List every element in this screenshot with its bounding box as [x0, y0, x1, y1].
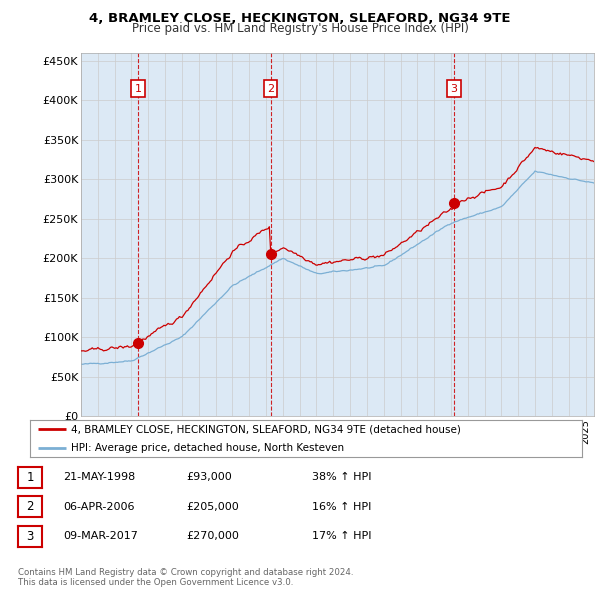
Text: 2: 2 [267, 84, 274, 94]
Text: 4, BRAMLEY CLOSE, HECKINGTON, SLEAFORD, NG34 9TE: 4, BRAMLEY CLOSE, HECKINGTON, SLEAFORD, … [89, 12, 511, 25]
Text: 1: 1 [134, 84, 142, 94]
Text: 06-APR-2006: 06-APR-2006 [63, 502, 134, 512]
Text: £93,000: £93,000 [186, 473, 232, 482]
Text: £270,000: £270,000 [186, 532, 239, 541]
Text: 16% ↑ HPI: 16% ↑ HPI [312, 502, 371, 512]
Text: 38% ↑ HPI: 38% ↑ HPI [312, 473, 371, 482]
Text: HPI: Average price, detached house, North Kesteven: HPI: Average price, detached house, Nort… [71, 443, 344, 453]
Text: 09-MAR-2017: 09-MAR-2017 [63, 532, 138, 541]
Text: 3: 3 [451, 84, 458, 94]
Text: 21-MAY-1998: 21-MAY-1998 [63, 473, 135, 482]
Text: £205,000: £205,000 [186, 502, 239, 512]
Text: 1: 1 [26, 471, 34, 484]
Text: 2: 2 [26, 500, 34, 513]
Text: 3: 3 [26, 530, 34, 543]
Text: 4, BRAMLEY CLOSE, HECKINGTON, SLEAFORD, NG34 9TE (detached house): 4, BRAMLEY CLOSE, HECKINGTON, SLEAFORD, … [71, 424, 461, 434]
Text: Price paid vs. HM Land Registry's House Price Index (HPI): Price paid vs. HM Land Registry's House … [131, 22, 469, 35]
Text: 17% ↑ HPI: 17% ↑ HPI [312, 532, 371, 541]
Text: Contains HM Land Registry data © Crown copyright and database right 2024.
This d: Contains HM Land Registry data © Crown c… [18, 568, 353, 587]
